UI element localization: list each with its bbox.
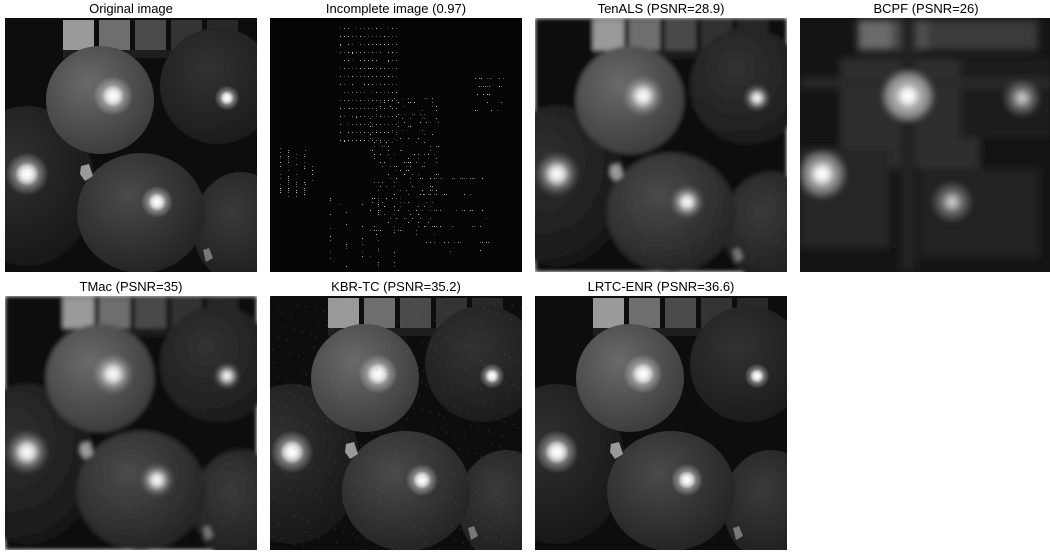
image-lrtcenr [535,296,787,550]
panel-incomplete: Incomplete image (0.97) [270,0,522,274]
panel-title-lrtcenr: LRTC-ENR (PSNR=36.6) [587,279,735,294]
image-kbrtc [270,296,522,550]
panel-tmac: TMac (PSNR=35) [5,278,257,552]
panel-title-tmac: TMac (PSNR=35) [79,279,183,294]
image-original [5,18,257,272]
panel-title-original: Original image [89,1,173,16]
panel-original: Original image [5,0,257,274]
panel-title-incomplete: Incomplete image (0.97) [325,1,467,16]
panel-title-tenals: TenALS (PSNR=28.9) [597,1,725,16]
panel-kbrtc: KBR-TC (PSNR=35.2) [270,278,522,552]
image-incomplete [270,18,522,272]
panel-title-kbrtc: KBR-TC (PSNR=35.2) [331,279,461,294]
image-bcpf [800,18,1050,272]
image-tmac [5,296,257,550]
panel-bcpf: BCPF (PSNR=26) [800,0,1050,274]
panel-title-bcpf: BCPF (PSNR=26) [873,1,979,16]
image-tenals [535,18,787,272]
panel-tenals: TenALS (PSNR=28.9) [535,0,787,274]
panel-lrtcenr: LRTC-ENR (PSNR=36.6) [535,278,787,552]
